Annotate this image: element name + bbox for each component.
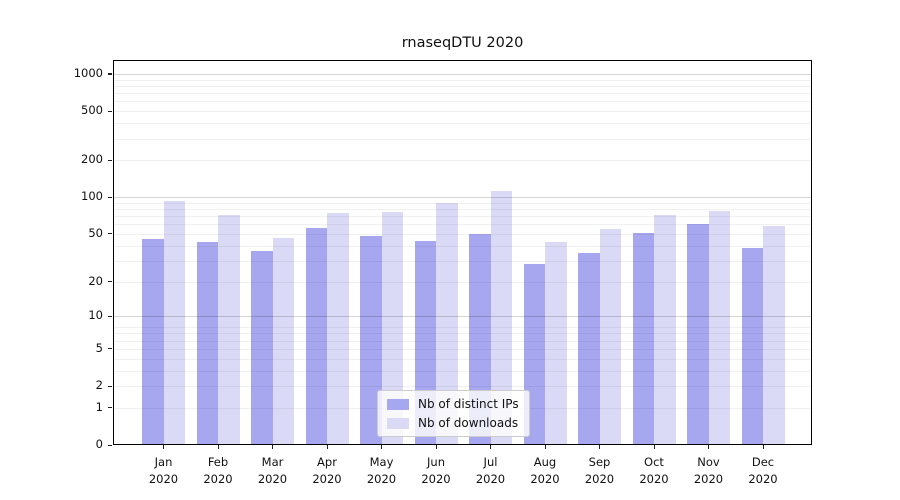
bar-downloads [708, 211, 730, 445]
bar-downloads [545, 241, 567, 445]
bar-downloads [381, 212, 403, 445]
legend-row-downloads: Nb of downloads [387, 416, 519, 430]
bar-distinct-ips [142, 239, 164, 445]
y-tick-mark [108, 110, 112, 112]
x-tick-mark [217, 445, 219, 449]
y-tick-mark [108, 233, 112, 235]
bar-distinct-ips [741, 248, 763, 445]
x-tick-label: Oct 2020 [639, 455, 669, 487]
x-tick-label: Dec 2020 [748, 455, 778, 487]
x-tick-label: Feb 2020 [203, 455, 233, 487]
bar-downloads [327, 213, 349, 445]
y-tick-mark [108, 281, 112, 283]
x-tick-mark [272, 445, 274, 449]
bar-downloads [218, 214, 240, 445]
x-tick-mark [490, 445, 492, 449]
bar-distinct-ips [305, 227, 327, 445]
y-tick-label: 0 [95, 437, 103, 451]
legend-swatch-downloads [387, 417, 409, 429]
y-tick-label: 1000 [73, 65, 103, 80]
plot-area: 0 1 2 5 10 20 50 100 200 500 1000 Jan 2020 Feb 2020 Ma… [74, 60, 812, 486]
x-tick-label: Mar 2020 [257, 455, 288, 487]
bar-distinct-ips [632, 232, 654, 445]
y-tick-label: 500 [81, 103, 103, 118]
bars-layer [113, 60, 812, 445]
bar-distinct-ips [196, 241, 218, 445]
bar-downloads [490, 190, 512, 445]
bar-downloads [163, 201, 185, 445]
y-tick-label: 50 [88, 225, 103, 240]
legend: Nb of distinct IPs Nb of downloads [377, 390, 530, 437]
bar-downloads [599, 228, 621, 445]
y-tick-mark [108, 159, 112, 161]
x-tick-label: Sep 2020 [584, 455, 615, 487]
y-tick-label: 2 [95, 378, 103, 392]
y-tick-mark [108, 407, 112, 409]
bar-distinct-ips [251, 251, 273, 445]
bar-downloads [436, 203, 458, 445]
y-tick-label: 10 [88, 308, 103, 323]
x-tick-mark [435, 445, 437, 449]
chart-title: rnaseqDTU 2020 [401, 35, 524, 51]
x-tick-label: May 2020 [366, 455, 397, 487]
bar-distinct-ips [360, 236, 382, 445]
x-tick-mark [653, 445, 655, 449]
y-tick-mark [108, 444, 112, 446]
legend-swatch-distinct-ips [387, 398, 409, 410]
x-tick-mark [599, 445, 601, 449]
legend-label-distinct-ips: Nb of distinct IPs [418, 397, 519, 411]
x-tick-label: Jan 2020 [148, 455, 179, 487]
bar-downloads [654, 214, 676, 445]
x-tick-mark [708, 445, 710, 449]
x-tick-label: Nov 2020 [693, 455, 724, 487]
y-tick-mark [108, 196, 112, 198]
x-tick-mark [544, 445, 546, 449]
y-tick-mark [108, 315, 112, 317]
bar-distinct-ips [578, 252, 600, 445]
y-tick-label: 5 [95, 340, 103, 355]
y-tick-label: 1 [95, 399, 103, 414]
y-tick-label: 100 [81, 189, 103, 204]
x-tick-label: Jun 2020 [421, 455, 451, 487]
bar-downloads [272, 238, 294, 445]
legend-row-distinct-ips: Nb of distinct IPs [387, 397, 519, 411]
y-tick-mark [108, 73, 112, 75]
x-tick-mark [381, 445, 383, 449]
x-tick-mark [326, 445, 328, 449]
y-tick-mark [108, 348, 112, 350]
x-tick-label: Aug 2020 [530, 455, 560, 487]
x-tick-label: Apr 2020 [312, 455, 342, 487]
x-tick-mark [163, 445, 165, 449]
legend-label-downloads: Nb of downloads [418, 416, 519, 430]
y-tick-mark [108, 385, 112, 387]
x-tick-mark [762, 445, 764, 449]
y-tick-label: 200 [81, 152, 103, 167]
x-tick-label: Jul 2020 [475, 455, 506, 487]
bar-distinct-ips [687, 224, 709, 445]
bar-downloads [763, 226, 785, 445]
y-tick-label: 20 [88, 273, 103, 288]
